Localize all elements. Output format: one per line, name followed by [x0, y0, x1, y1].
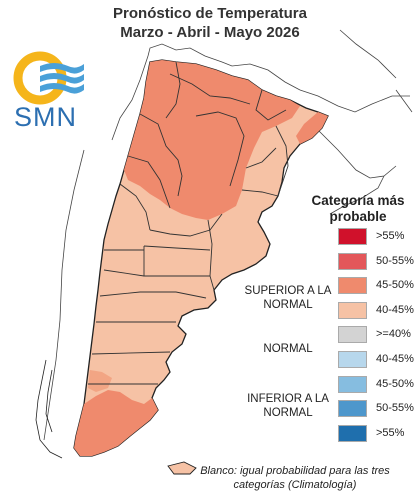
region-45-50: [74, 60, 328, 456]
legend-label: >55%: [376, 230, 405, 242]
legend-title-line2: probable: [329, 209, 387, 224]
legend-title: Categoría más probable: [303, 193, 413, 225]
neighbour-borders: [43, 29, 413, 441]
legend-label: 40-45%: [376, 353, 414, 365]
province-borders: [88, 61, 289, 385]
smn-logo-text: SMN: [14, 102, 77, 132]
map-subtitle: Marzo - Abril - Mayo 2026: [120, 24, 300, 41]
legend-swatch: [338, 253, 367, 270]
legend-swatch: [338, 302, 367, 319]
smn-logo: [13, 51, 84, 105]
legend-group-superior: SUPERIOR A LA NORMAL: [244, 285, 332, 311]
legend-label: 50-55%: [376, 402, 414, 414]
islands: [167, 461, 197, 475]
legend-swatch: [338, 228, 367, 245]
footnote: Blanco: igual probabilidad para las tres…: [170, 464, 420, 492]
legend-label: >=40%: [376, 328, 411, 340]
footnote-line2: categorías (Climatología): [233, 479, 357, 491]
map-title: Pronóstico de Temperatura: [113, 5, 307, 22]
legend-swatch: [338, 400, 367, 417]
legend-group-normal: NORMAL: [263, 343, 313, 355]
legend-label: 40-45%: [376, 304, 414, 316]
coastline-islands: [35, 359, 63, 459]
legend-swatch: [338, 376, 367, 393]
legend-title-line1: Categoría más: [311, 193, 405, 208]
legend-group-inferior: INFERIOR A LA NORMAL: [247, 393, 329, 419]
footnote-line1: Blanco: igual probabilidad para las tres: [200, 465, 390, 477]
legend-swatch: [338, 277, 367, 294]
legend-label: 50-55%: [376, 255, 414, 267]
legend-swatch: [338, 425, 367, 442]
legend-label: >55%: [376, 427, 405, 439]
legend-label: 45-50%: [376, 279, 414, 291]
legend-swatch: [338, 351, 367, 368]
legend-label: 45-50%: [376, 378, 414, 390]
legend-swatch: [338, 326, 367, 343]
waves-icon: [40, 63, 84, 94]
